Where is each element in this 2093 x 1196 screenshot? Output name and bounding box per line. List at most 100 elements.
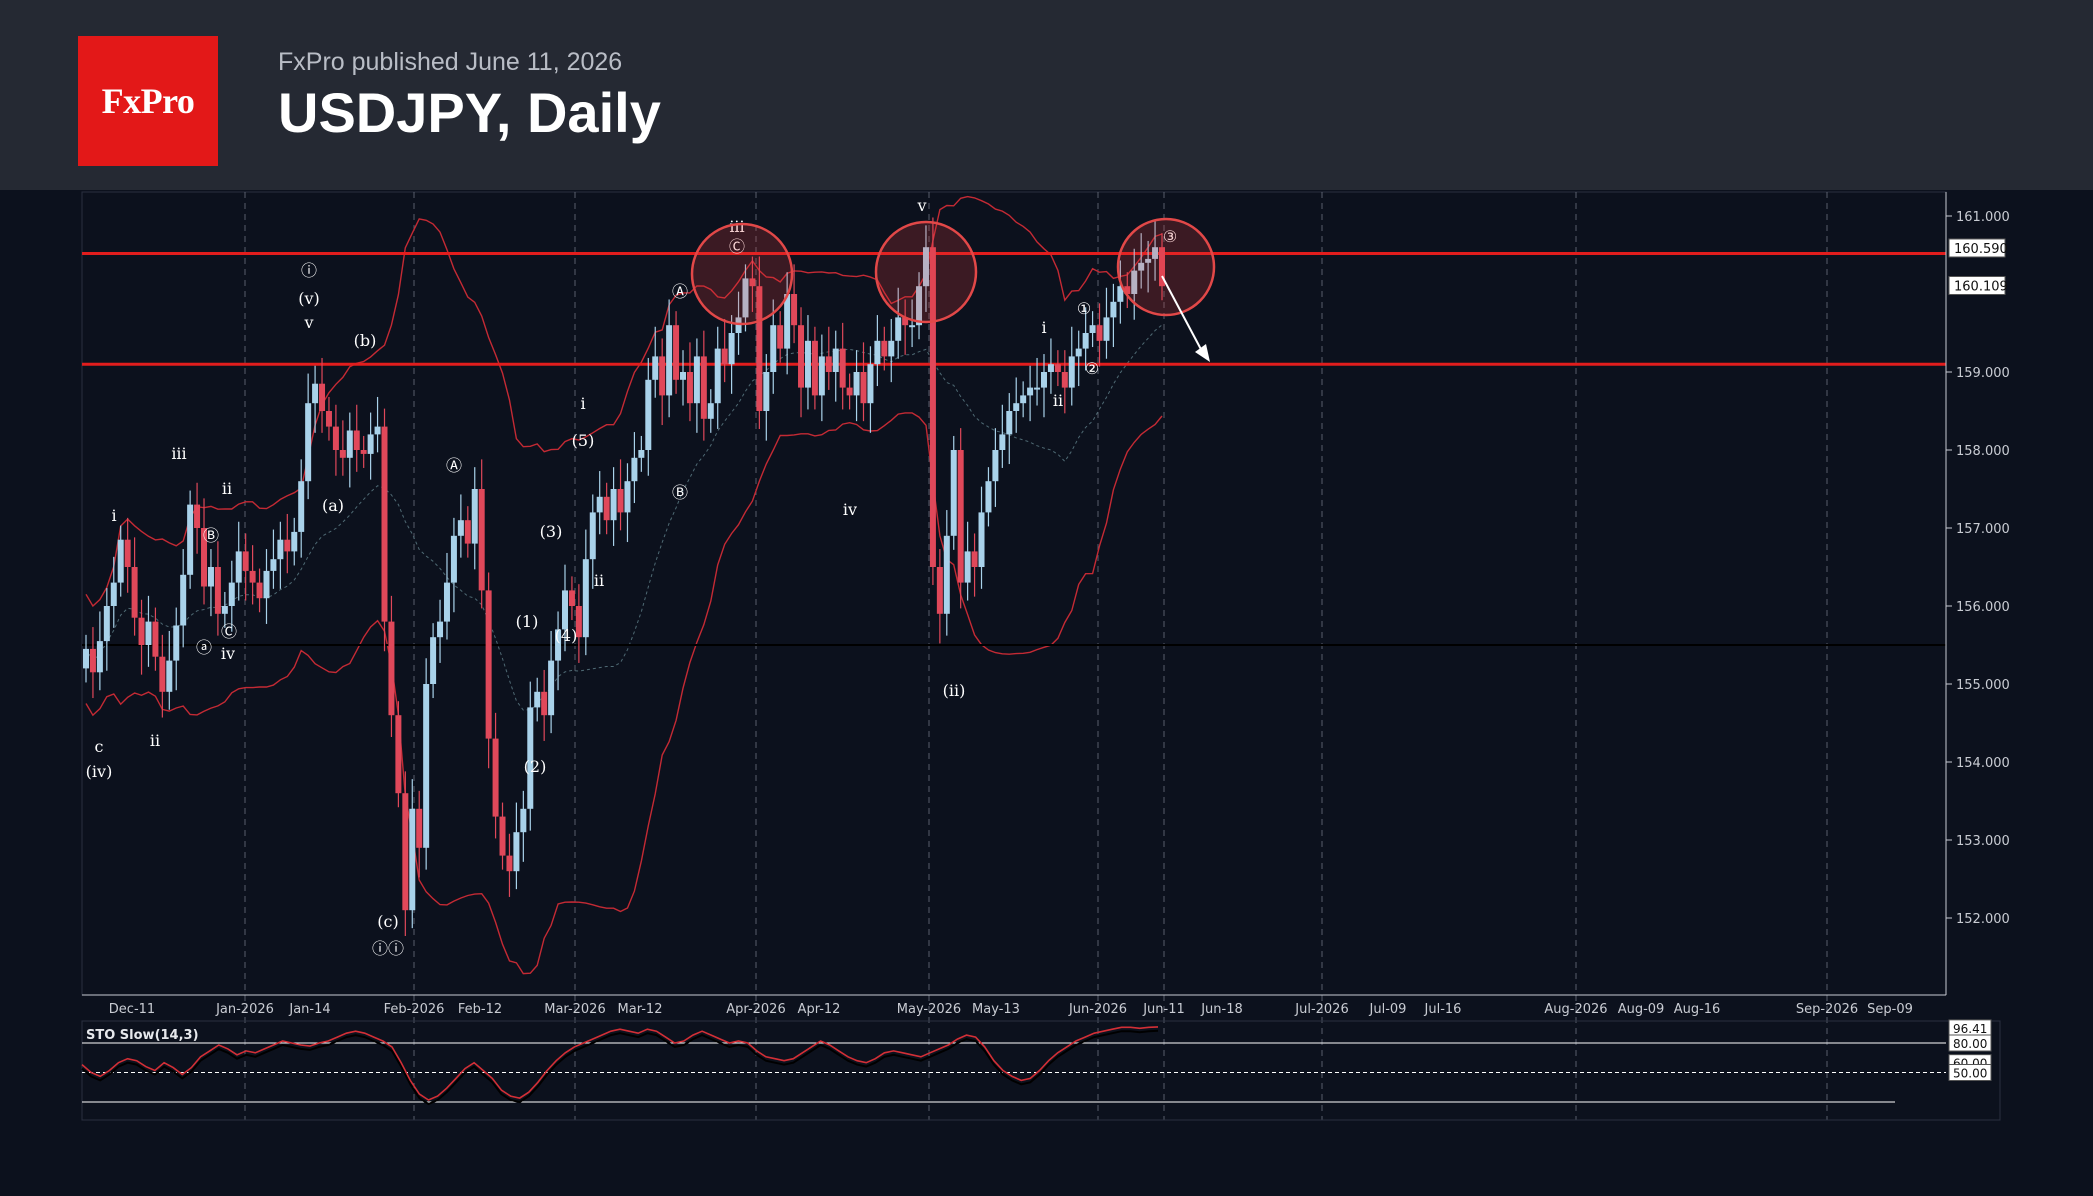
bear-candle xyxy=(811,340,818,396)
published-subtitle: FxPro published June 11, 2026 xyxy=(278,48,623,76)
bull-candle xyxy=(298,481,305,532)
bear-candle xyxy=(242,551,249,571)
bear-candle xyxy=(416,808,423,848)
bull-candle xyxy=(735,317,742,333)
support-resistance-lines xyxy=(82,251,1946,646)
bear-candle xyxy=(319,383,326,411)
bull-candle xyxy=(270,559,277,571)
bull-candle xyxy=(1013,403,1020,411)
bear-candle xyxy=(381,426,388,622)
bear-candle xyxy=(395,715,402,794)
bull-candle xyxy=(96,641,103,673)
bear-candle xyxy=(929,247,936,567)
bull-candle xyxy=(1034,387,1041,390)
stoch-k-line xyxy=(81,1026,1159,1101)
wave-label: Ⓒ xyxy=(729,237,745,256)
wave-label: iii xyxy=(171,444,186,463)
bull-candle xyxy=(409,808,416,911)
bull-candle xyxy=(1047,364,1054,372)
bull-candle xyxy=(895,317,902,341)
bull-candle xyxy=(443,582,450,622)
stoch-tag: 80.00 xyxy=(1953,1037,1987,1051)
bull-candle xyxy=(263,570,270,599)
wave-label: ⓘⓘ xyxy=(372,939,404,958)
y-tick-label: 161.000 xyxy=(1956,210,2010,225)
bollinger-bands xyxy=(85,195,1163,975)
bull-candle xyxy=(103,606,110,642)
bear-candle xyxy=(777,325,784,349)
chart-canvas: ⓘ(v)v(b)iiiiⓐ(a)iic(iv)iiiv(c)ⓘⓘⒶⒷⒸ(1)(2… xyxy=(81,191,2010,1121)
stoch-tag-box xyxy=(1948,1064,1992,1081)
wave-label: (1) xyxy=(516,612,539,631)
bull-candle xyxy=(610,489,617,521)
bull-candle xyxy=(1138,262,1145,271)
bull-candle xyxy=(652,356,659,380)
bull-candle xyxy=(964,551,971,583)
y-tick-label: 156.000 xyxy=(1956,600,2010,615)
bull-candle xyxy=(166,660,173,692)
bear-candle xyxy=(798,325,805,388)
wave-label: i xyxy=(1041,318,1046,337)
wave-label: (a) xyxy=(322,496,344,515)
highlight-circle xyxy=(1116,217,1216,317)
wave-label: ① xyxy=(1077,299,1091,318)
bear-candle xyxy=(492,738,499,817)
bear-candle xyxy=(353,430,360,450)
bull-candle xyxy=(367,434,374,454)
y-tick-label: 152.000 xyxy=(1956,912,2010,927)
bull-candle xyxy=(943,535,950,614)
bull-candle xyxy=(1145,258,1152,263)
bull-candle xyxy=(999,434,1006,450)
bull-candle xyxy=(832,348,839,372)
bear-candle xyxy=(1096,325,1103,341)
bull-candle xyxy=(145,621,152,645)
y-tick-label: 153.000 xyxy=(1956,834,2010,849)
wave-label: iii xyxy=(729,217,744,236)
wave-label: Ⓑ xyxy=(203,526,219,545)
x-tick-label: Feb-12 xyxy=(458,1002,502,1017)
bear-candle xyxy=(673,325,680,380)
x-tick-label: Sep-2026 xyxy=(1796,1002,1858,1017)
header-bar: FxPro FxPro published June 11, 2026 USDJ… xyxy=(0,0,2093,190)
bull-candle xyxy=(1027,387,1034,396)
bear-candle xyxy=(881,340,888,357)
x-tick-label: Feb-2026 xyxy=(384,1002,445,1017)
bear-candle xyxy=(575,606,582,638)
bull-candle xyxy=(742,278,749,318)
bull-candle xyxy=(1075,348,1082,357)
bull-candle xyxy=(471,489,478,544)
bull-candle xyxy=(909,325,916,328)
bear-candle xyxy=(568,590,575,606)
bear-candle xyxy=(846,387,853,396)
bull-candle xyxy=(638,450,645,458)
bull-candle xyxy=(888,340,895,357)
bear-candle xyxy=(388,621,395,716)
bear-candle xyxy=(256,582,263,599)
bear-candle xyxy=(860,372,867,404)
y-tick-label: 159.000 xyxy=(1956,366,2010,381)
wave-label: Ⓒ xyxy=(221,622,237,641)
arrow-head xyxy=(1195,344,1210,362)
bull-candle xyxy=(582,559,589,638)
wave-label: Ⓑ xyxy=(672,483,688,502)
bear-candle xyxy=(825,356,832,372)
wave-label: (ii) xyxy=(943,681,966,700)
bull-candle xyxy=(1089,325,1096,333)
bull-candle xyxy=(520,808,527,833)
bear-candle xyxy=(749,278,756,287)
x-tick-label: Apr-12 xyxy=(798,1002,841,1017)
stoch-tag-box xyxy=(1948,1034,1992,1052)
bear-candle xyxy=(485,590,492,739)
bull-candle xyxy=(874,340,881,365)
bull-candle xyxy=(763,372,770,411)
bear-candle xyxy=(957,450,964,583)
x-tick-label: Jun-18 xyxy=(1200,1002,1243,1017)
bear-candle xyxy=(971,551,978,567)
bear-candle xyxy=(339,450,346,458)
wave-label: i xyxy=(111,506,116,525)
middle-band xyxy=(85,324,1163,711)
bear-candle xyxy=(478,489,485,591)
x-tick-label: Jun-11 xyxy=(1142,1002,1185,1017)
bull-candle xyxy=(207,567,214,587)
